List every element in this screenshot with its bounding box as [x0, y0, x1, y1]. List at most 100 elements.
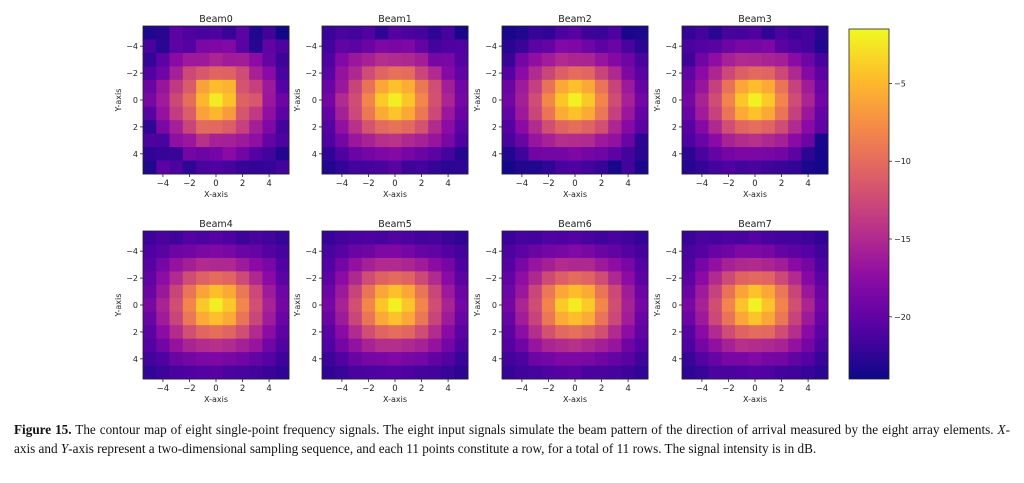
heatmap-cell — [262, 325, 277, 340]
heatmap-cell — [801, 147, 816, 161]
heatmap-cell — [761, 66, 776, 81]
heatmap-cell — [695, 106, 709, 121]
heatmap-cell — [401, 52, 416, 67]
heatmap-cell — [182, 311, 197, 326]
y-tick-label: 0 — [133, 96, 138, 105]
heatmap-cell — [348, 231, 363, 245]
heatmap-cell — [235, 298, 250, 313]
heatmap-cell — [515, 311, 529, 326]
heatmap-cell — [156, 271, 170, 286]
heatmap-cell — [401, 79, 416, 94]
heatmap-cell — [361, 338, 376, 353]
heatmap-cell — [555, 325, 569, 340]
heatmap-panel: Beam5 −4 −2 0 2 4 −4 −2 0 2 4 X-axis Y-axis — [293, 219, 469, 404]
heatmap-cell — [322, 311, 336, 326]
y-tick-label: −2 — [305, 274, 317, 283]
heatmap-cell — [275, 257, 290, 272]
y-tick-label: 0 — [312, 301, 317, 310]
heatmap-cell — [428, 231, 442, 245]
heatmap-cell — [761, 244, 776, 259]
heatmap-cell — [361, 311, 376, 326]
heatmap-cell — [361, 352, 376, 366]
x-tick-label: 4 — [805, 179, 810, 189]
heatmap-cell — [322, 160, 336, 175]
y-axis-label: Y-axis — [653, 89, 662, 113]
heatmap-cell — [528, 52, 543, 67]
heatmap-cell — [748, 93, 763, 108]
heatmap-cell — [748, 338, 763, 353]
heatmap-cell — [441, 365, 456, 380]
heatmap-cell — [761, 257, 776, 272]
y-tick-label: −4 — [485, 247, 497, 256]
heatmap-cell — [401, 311, 416, 326]
heatmap-cell — [322, 231, 336, 245]
heatmap-cell — [568, 271, 583, 286]
heatmap-cell — [708, 244, 723, 259]
heatmap-cell — [454, 39, 469, 54]
heatmap-cell — [568, 365, 583, 380]
heatmap-cell — [761, 271, 776, 286]
panel-title: Beam7 — [738, 219, 771, 230]
heatmap-cell — [335, 325, 349, 340]
heatmap-cell — [222, 325, 237, 340]
heatmap-cell — [708, 284, 723, 299]
heatmap-cell — [156, 311, 170, 326]
heatmap-cell — [695, 160, 709, 175]
heatmap-cell — [814, 160, 829, 175]
heatmap-cell — [555, 231, 569, 245]
heatmap-cell — [788, 66, 802, 81]
heatmap-cell — [322, 352, 336, 366]
heatmap-cell — [275, 133, 290, 148]
heatmap-cell — [414, 271, 429, 286]
heatmap-cell — [361, 120, 376, 135]
heatmap-cell — [761, 311, 776, 326]
heatmap-cell — [335, 160, 349, 175]
heatmap-cell — [708, 93, 723, 108]
heatmap-cell — [335, 79, 349, 94]
heatmap-cell — [515, 325, 529, 340]
heatmap-cell — [748, 352, 763, 366]
heatmap-cell — [156, 298, 170, 313]
heatmap-panel: Beam7 −4 −2 0 2 4 −4 −2 0 2 4 X-axis Y-axis — [653, 219, 829, 404]
heatmap-cell — [695, 352, 709, 366]
heatmap-cell — [275, 79, 290, 94]
x-tick-label: 2 — [599, 384, 604, 394]
heatmap-cell — [262, 231, 277, 245]
x-tick-label: 2 — [419, 384, 424, 394]
heatmap-cell — [156, 52, 170, 67]
caption-text-1: The contour map of eight single-point fr… — [71, 422, 998, 437]
heatmap-cell — [361, 106, 376, 121]
heatmap-cell — [182, 66, 197, 81]
heatmap-cell — [735, 325, 749, 340]
heatmap-cell — [682, 147, 696, 161]
heatmap-cell — [222, 26, 237, 40]
heatmap-cell — [322, 244, 336, 259]
heatmap-cell — [581, 284, 596, 299]
heatmap-cell — [401, 271, 416, 286]
heatmap-cell — [581, 79, 596, 94]
heatmap-cell — [721, 133, 736, 148]
heatmap-cell — [708, 231, 723, 245]
heatmap-panel: Beam3 −4 −2 0 2 4 −4 −2 0 2 4 X-axis Y-axis — [653, 14, 829, 199]
heatmap-cell — [209, 298, 224, 313]
heatmap-cell — [222, 244, 237, 259]
heatmap-cell — [375, 284, 389, 299]
heatmap-cell — [568, 352, 583, 366]
heatmap-cell — [721, 352, 736, 366]
heatmap-cell — [515, 244, 529, 259]
heatmap-cell — [721, 66, 736, 81]
heatmap-cell — [528, 26, 543, 40]
heatmap-cell — [454, 338, 469, 353]
heatmap-cell — [143, 160, 157, 175]
heatmap-cell — [594, 284, 609, 299]
heatmap-cell — [322, 325, 336, 340]
heatmap-cell — [682, 257, 696, 272]
heatmap-cell — [262, 66, 277, 81]
heatmap-cell — [541, 325, 556, 340]
heatmap-cell — [541, 311, 556, 326]
heatmap-cell — [414, 120, 429, 135]
heatmap-cell — [801, 93, 816, 108]
heatmap-cell — [774, 284, 789, 299]
heatmap-cell — [169, 52, 184, 67]
heatmap-cell — [322, 147, 336, 161]
